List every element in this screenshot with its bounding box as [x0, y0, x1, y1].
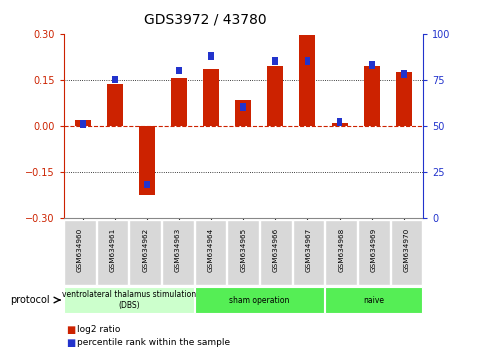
Text: sham operation: sham operation: [229, 296, 289, 304]
Text: log2 ratio: log2 ratio: [77, 325, 121, 335]
Text: naive: naive: [363, 296, 384, 304]
Text: GSM634970: GSM634970: [403, 227, 409, 272]
Bar: [331, 122, 347, 126]
Text: GSM634965: GSM634965: [240, 227, 246, 272]
Bar: [144, 181, 150, 188]
Bar: [112, 76, 118, 84]
Text: ■: ■: [66, 338, 75, 348]
Text: GSM634960: GSM634960: [77, 227, 83, 272]
Text: percentile rank within the sample: percentile rank within the sample: [77, 338, 230, 347]
Text: GSM634966: GSM634966: [272, 227, 278, 272]
Bar: [208, 52, 214, 59]
Bar: [203, 69, 219, 126]
Bar: [75, 120, 91, 126]
Bar: [304, 57, 310, 65]
Text: GSM634961: GSM634961: [109, 227, 115, 272]
Bar: [267, 66, 283, 126]
Text: protocol: protocol: [10, 295, 49, 305]
Text: GSM634962: GSM634962: [142, 227, 148, 272]
Text: ■: ■: [66, 325, 75, 335]
Text: GSM634963: GSM634963: [175, 227, 181, 272]
Text: GSM634964: GSM634964: [207, 227, 213, 272]
Bar: [363, 66, 379, 126]
Text: GSM634969: GSM634969: [370, 227, 376, 272]
Bar: [235, 99, 251, 126]
Bar: [336, 118, 342, 126]
Text: GDS3972 / 43780: GDS3972 / 43780: [144, 12, 266, 27]
Text: GSM634968: GSM634968: [338, 227, 344, 272]
Bar: [400, 70, 406, 78]
Bar: [395, 72, 411, 126]
Bar: [107, 84, 122, 126]
Text: ventrolateral thalamus stimulation
(DBS): ventrolateral thalamus stimulation (DBS): [61, 290, 196, 310]
Bar: [299, 35, 315, 126]
Bar: [368, 61, 374, 69]
Bar: [176, 67, 182, 74]
Bar: [80, 120, 85, 128]
Bar: [240, 103, 245, 111]
Text: GSM634967: GSM634967: [305, 227, 311, 272]
Bar: [171, 78, 187, 126]
Bar: [272, 57, 278, 65]
Bar: [139, 126, 155, 195]
